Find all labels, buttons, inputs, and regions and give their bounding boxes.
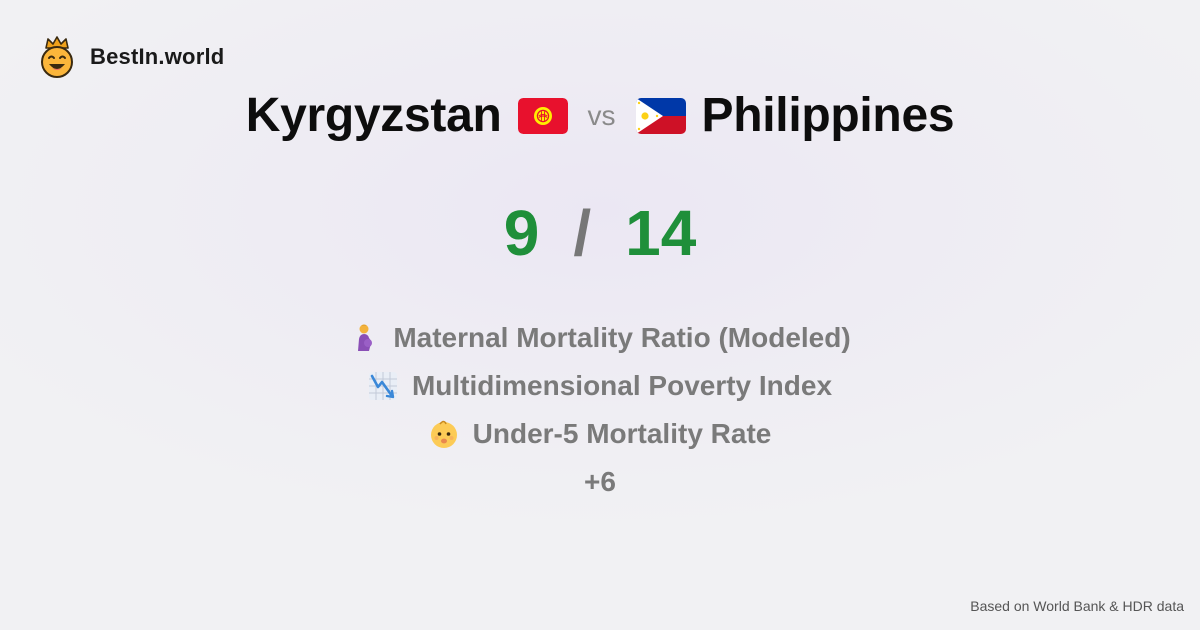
right-score: 14 <box>625 197 697 269</box>
score-display: 9 / 14 <box>0 196 1200 270</box>
list-item[interactable]: Multidimensional Poverty Index <box>368 362 832 410</box>
brand: BestIn.world <box>38 36 224 78</box>
philippines-flag-icon <box>635 97 686 134</box>
brand-name[interactable]: BestIn.world <box>90 44 225 69</box>
score-separator: / <box>573 197 592 269</box>
metric-label: Maternal Mortality Ratio (Modeled) <box>393 322 851 353</box>
metric-label: Multidimensional Poverty Index <box>411 370 833 401</box>
left-country-name[interactable]: Kyrgyzstan <box>245 89 502 142</box>
list-item[interactable]: Under-5 Mortality Rate <box>429 410 772 458</box>
metrics-list: Maternal Mortality Ratio (Modeled) Multi… <box>0 314 1200 506</box>
kyrgyzstan-flag-icon <box>517 97 568 134</box>
metric-label: Under-5 Mortality Rate <box>472 418 772 449</box>
comparison-title: Kyrgyzstan vs Philippines <box>0 88 1200 143</box>
right-country-name[interactable]: Philippines <box>701 89 955 142</box>
pregnant-woman-icon <box>358 324 373 351</box>
baby-icon <box>430 420 457 448</box>
data-source-note: Based on World Bank & HDR data <box>970 598 1184 614</box>
vs-label: vs <box>587 99 616 131</box>
left-score: 9 <box>503 197 540 269</box>
list-item[interactable]: Maternal Mortality Ratio (Modeled) <box>349 314 851 362</box>
crown-smiley-icon <box>41 36 73 78</box>
more-metrics-count[interactable]: +6 <box>584 466 616 497</box>
chart-decreasing-icon <box>368 372 397 400</box>
